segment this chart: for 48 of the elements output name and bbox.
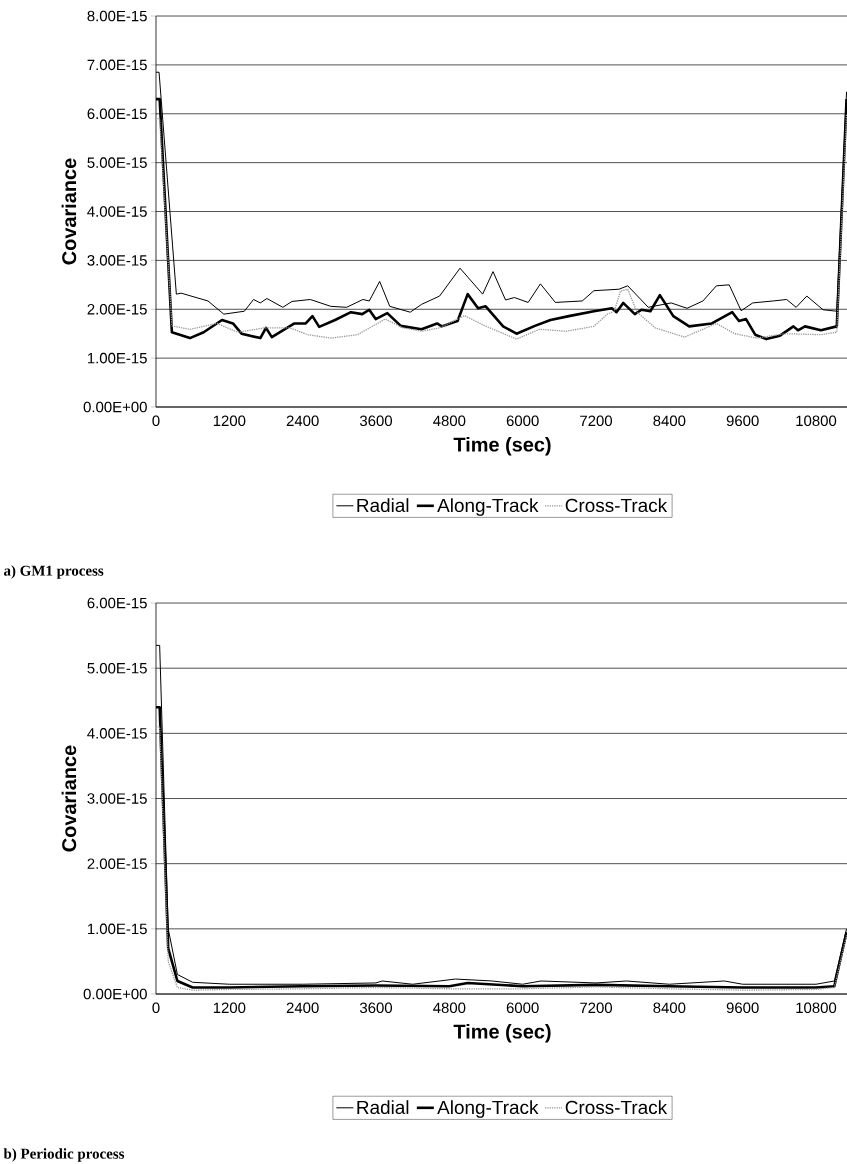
x-tick-label: 8400 [653, 415, 686, 427]
x-tick-label: 7200 [580, 1002, 613, 1014]
x-tick-label: 2400 [286, 415, 319, 427]
y-tick-label: 5.00E-15 [87, 157, 147, 168]
legend-label: Radial [357, 498, 409, 513]
x-axis-title: Time (sec) [453, 1023, 551, 1043]
y-tick-label: 8.00E-15 [87, 10, 147, 22]
y-tick-label: 6.00E-15 [87, 597, 147, 609]
x-tick-label: 4800 [433, 415, 466, 427]
y-tick-label: 0.00E+00 [83, 988, 147, 1000]
x-tick-label: 1200 [213, 415, 246, 427]
y-tick-label: 5.00E-15 [87, 662, 147, 674]
y-tick-label: 1.00E-15 [87, 352, 147, 364]
y-tick-label: 4.00E-15 [87, 728, 147, 739]
x-tick-label: 3600 [359, 1002, 393, 1014]
text: a) GM1 process [4, 565, 104, 579]
y-tick-label: 2.00E-15 [87, 858, 147, 869]
y-tick-label: 3.00E-15 [87, 793, 147, 804]
x-tick-label: 10800 [796, 415, 837, 427]
x-tick-label: 1200 [213, 1002, 246, 1014]
legend-label: Radial [357, 1100, 409, 1115]
text: b) Periodic process [3, 1148, 125, 1162]
x-tick-label: 9600 [726, 1002, 759, 1014]
legend-label: Cross-Track [565, 1100, 668, 1115]
x-tick-label: 7200 [580, 415, 613, 427]
x-tick-label: 6000 [506, 1002, 539, 1014]
x-tick-label: 0 [152, 415, 160, 427]
y-tick-label: 7.00E-15 [87, 59, 147, 71]
y-tick-label: 4.00E-15 [87, 206, 147, 217]
x-tick-label: 4800 [433, 1002, 466, 1014]
x-tick-label: 3600 [359, 415, 393, 427]
x-tick-label: 2400 [286, 1002, 319, 1014]
x-tick-label: 0 [152, 1002, 160, 1014]
legend-label: Along-Track [437, 1100, 539, 1118]
x-axis-title: Time (sec) [453, 436, 551, 456]
y-tick-label: 2.00E-15 [87, 303, 147, 315]
x-tick-label: 8400 [653, 1002, 686, 1014]
y-tick-label: 6.00E-15 [87, 108, 147, 120]
legend-label: Cross-Track [565, 498, 668, 513]
y-tick-label: 1.00E-15 [87, 923, 147, 935]
y-tick-label: 3.00E-15 [87, 255, 147, 266]
legend-label: Along-Track [437, 498, 539, 516]
x-tick-label: 10800 [796, 1002, 837, 1014]
x-tick-label: 9600 [726, 415, 759, 427]
x-tick-label: 6000 [506, 415, 539, 427]
y-axis-title: Covariance [61, 158, 77, 265]
y-tick-label: 0.00E+00 [83, 401, 147, 413]
y-axis-title: Covariance [61, 745, 77, 852]
